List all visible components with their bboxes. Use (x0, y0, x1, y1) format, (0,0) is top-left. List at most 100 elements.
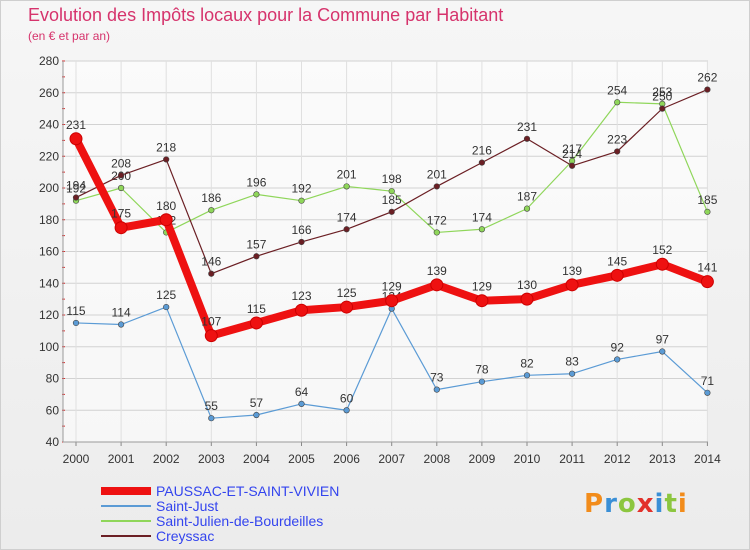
data-label: 145 (607, 254, 627, 268)
x-tick-label: 2000 (63, 452, 90, 466)
y-tick-label: 180 (39, 213, 59, 227)
y-tick-label: 80 (46, 372, 60, 386)
data-label: 196 (246, 175, 266, 189)
data-point (340, 300, 354, 314)
data-point (253, 411, 260, 419)
data-label: 71 (701, 374, 715, 388)
data-label: 146 (201, 255, 221, 269)
data-point (523, 372, 531, 379)
data-point (249, 316, 263, 330)
data-label: 223 (607, 132, 627, 146)
data-label: 208 (111, 156, 131, 170)
data-point (298, 197, 305, 204)
data-point (568, 162, 576, 169)
data-label: 185 (382, 193, 402, 207)
chart-subtitle: (en € et par an) (28, 29, 111, 43)
data-point (610, 268, 624, 282)
x-tick-label: 2008 (423, 452, 450, 466)
data-point (253, 191, 260, 198)
x-tick-label: 2004 (243, 452, 270, 466)
data-point (163, 156, 170, 163)
data-point (478, 226, 486, 233)
data-point (343, 226, 350, 233)
data-point (520, 292, 534, 306)
y-tick-label: 140 (39, 276, 59, 290)
legend-swatch (101, 520, 151, 522)
data-label: 55 (205, 399, 219, 413)
data-point (614, 148, 621, 155)
y-tick-label: 120 (39, 308, 59, 322)
data-point (343, 407, 350, 414)
data-label: 129 (472, 280, 492, 294)
data-label: 166 (291, 223, 311, 237)
data-point (430, 278, 444, 292)
data-point (433, 386, 440, 393)
x-tick-label: 2006 (333, 452, 360, 466)
series-0: 231 175 180 107 115 123 125 129 139 129 130 139 145 1… (66, 118, 718, 343)
data-point (72, 194, 80, 201)
data-label: 217 (562, 142, 582, 156)
x-tick-label: 2014 (694, 452, 721, 466)
data-label: 141 (697, 261, 717, 275)
data-point (388, 208, 395, 215)
data-point (433, 183, 440, 190)
data-point (208, 270, 215, 277)
data-point (659, 348, 666, 355)
data-point (385, 294, 399, 308)
data-label: 73 (430, 371, 444, 385)
data-point (478, 159, 486, 166)
x-tick-label: 2013 (649, 452, 676, 466)
data-label: 114 (112, 306, 131, 320)
legend-label: Saint-Just (156, 498, 219, 514)
data-label: 78 (475, 363, 489, 377)
data-label: 262 (697, 71, 717, 85)
data-label: 115 (247, 302, 266, 316)
y-tick-label: 260 (39, 86, 59, 100)
data-label: 152 (652, 243, 672, 257)
data-point (704, 86, 711, 93)
data-point (208, 207, 215, 214)
data-point (69, 132, 83, 146)
data-label: 125 (337, 286, 357, 300)
data-label: 82 (520, 356, 534, 370)
data-point (117, 321, 125, 328)
data-point (72, 319, 80, 327)
data-label: 185 (697, 193, 717, 207)
series-1: 1151141255557646012473788283929771 (66, 288, 715, 422)
data-label: 192 (291, 182, 311, 196)
data-label: 83 (565, 355, 579, 369)
data-label: 201 (427, 167, 447, 181)
x-tick-label: 2003 (198, 452, 225, 466)
data-point (388, 188, 395, 195)
data-label: 187 (517, 190, 537, 204)
data-point (114, 221, 128, 235)
x-tick-label: 2005 (288, 452, 315, 466)
x-tick-label: 2007 (378, 452, 405, 466)
data-label: 172 (427, 213, 447, 227)
y-tick-label: 40 (46, 435, 60, 449)
data-label: 157 (246, 237, 266, 251)
data-point (565, 278, 579, 292)
legend-label: Creyssac (156, 528, 215, 544)
x-tick-label: 2001 (108, 452, 135, 466)
y-tick-label: 200 (39, 181, 59, 195)
x-tick-label: 2010 (514, 452, 541, 466)
data-point (163, 303, 170, 311)
y-tick-label: 220 (39, 149, 59, 163)
data-label: 129 (382, 280, 402, 294)
data-point (433, 229, 440, 236)
data-point (655, 257, 669, 271)
data-point (523, 205, 531, 212)
x-tick-label: 2009 (469, 452, 496, 466)
x-tick-label: 2011 (559, 452, 585, 466)
data-point (253, 253, 260, 260)
data-point (204, 329, 218, 343)
y-tick-label: 160 (39, 245, 59, 259)
data-label: 174 (472, 210, 492, 224)
data-label: 115 (66, 304, 85, 318)
legend-label: PAUSSAC-ET-SAINT-VIVIEN (156, 483, 340, 499)
data-point (478, 378, 486, 385)
chart-title: Evolution des Impôts locaux pour la Comm… (28, 5, 504, 25)
